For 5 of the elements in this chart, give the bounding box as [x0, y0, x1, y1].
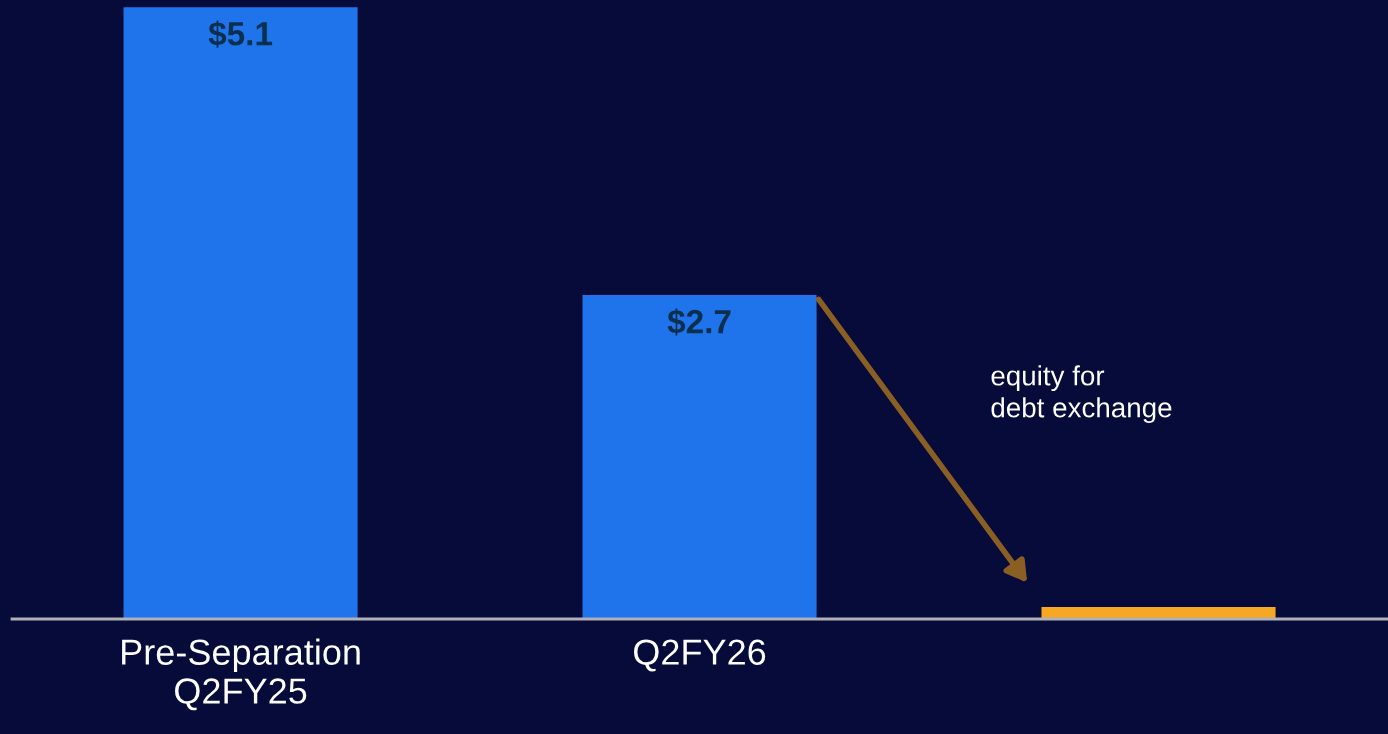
data-label: $2.7	[667, 308, 731, 336]
annotation: equity for debt exchange	[991, 365, 1172, 424]
x-tick-label: Pre-Separation Q2FY25	[122, 638, 360, 711]
x-tick-label: Q2FY26	[634, 639, 766, 672]
data-label: $5.1	[208, 20, 273, 48]
